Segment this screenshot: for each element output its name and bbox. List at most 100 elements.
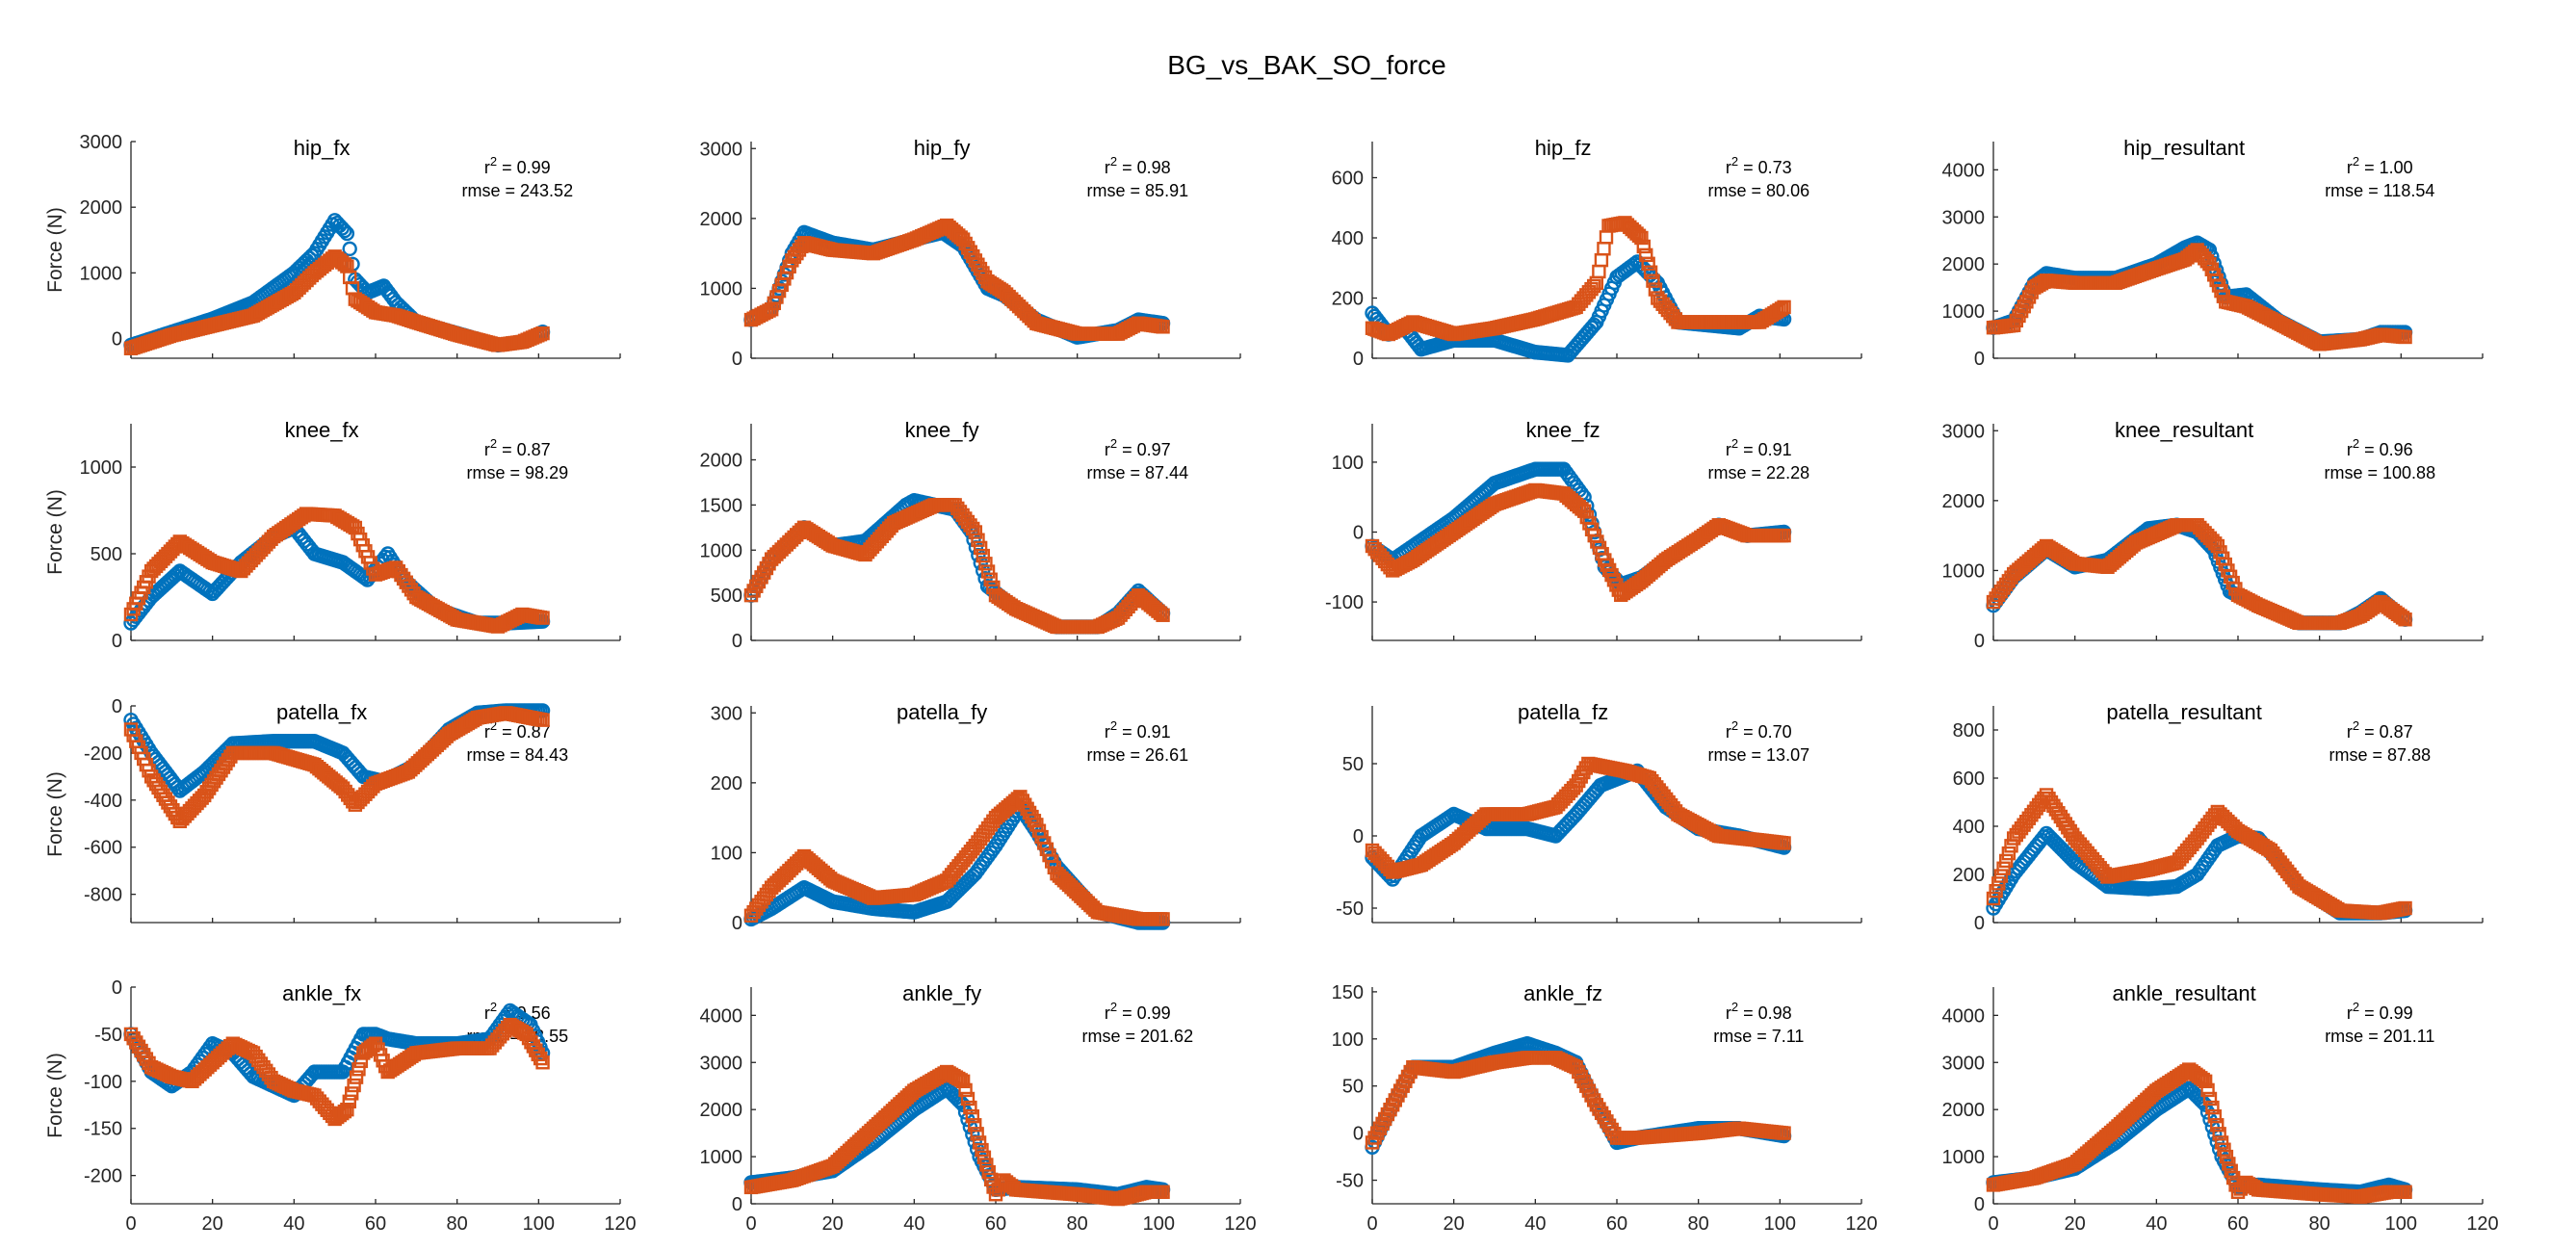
y-tick-label: 800 — [1953, 720, 1985, 742]
y-tick-label: 0 — [1353, 826, 1364, 847]
y-tick-label: 3000 — [1942, 421, 1986, 442]
figure-title: BG_vs_BAK_SO_force — [1167, 50, 1445, 80]
y-tick-label: -100 — [1325, 592, 1364, 613]
x-tick-label: 0 — [745, 1213, 756, 1235]
y-tick-label: -150 — [84, 1119, 122, 1140]
r-squared-annotation: r2 = 0.91 — [1105, 718, 1171, 742]
y-tick-label: 500 — [711, 586, 742, 607]
data-point — [1597, 242, 1611, 256]
x-tick-label: 40 — [903, 1213, 924, 1235]
r-squared-annotation: r2 = 0.96 — [2347, 436, 2413, 459]
r-squared-value: 0.70 — [1758, 722, 1792, 742]
r-squared-annotation: r2 = 0.87 — [484, 436, 551, 459]
data-point — [1636, 239, 1652, 254]
y-tick-label: 0 — [732, 349, 742, 370]
y-tick-label: 50 — [1342, 754, 1364, 775]
data-point — [1592, 264, 1606, 279]
r-squared-annotation: r2 = 0.97 — [1105, 436, 1171, 459]
r-squared-annotation: r2 = 0.91 — [1726, 436, 1792, 459]
y-tick-label: 200 — [1953, 865, 1985, 886]
x-tick-label: 120 — [1224, 1213, 1256, 1235]
series-square — [1365, 482, 1791, 603]
y-tick-label: 0 — [1353, 349, 1364, 370]
data-point — [1586, 278, 1601, 294]
data-point — [1599, 230, 1614, 245]
rmse-annotation: rmse = 201.62 — [1082, 1027, 1194, 1046]
rmse-annotation: rmse = 80.06 — [1708, 181, 1810, 200]
y-tick-label: 0 — [112, 977, 122, 999]
y-tick-label: 2000 — [1942, 254, 1986, 275]
subplot-title: hip_fy — [914, 136, 971, 160]
series-square — [1365, 216, 1791, 342]
data-point — [1156, 320, 1170, 334]
y-axis-label: Force (N) — [44, 1053, 66, 1138]
data-point — [1594, 252, 1609, 268]
subplot-title: hip_fz — [1535, 136, 1592, 160]
rmse-annotation: rmse = 243.52 — [462, 181, 574, 200]
x-tick-label: 80 — [1067, 1213, 1088, 1235]
data-point — [1639, 247, 1653, 263]
series-square — [123, 249, 550, 355]
series-square — [743, 218, 1170, 341]
data-point — [2398, 329, 2412, 345]
y-tick-label: 3000 — [80, 132, 123, 153]
r-squared-value: 0.98 — [1137, 158, 1171, 177]
y-tick-label: 3000 — [700, 139, 743, 160]
y-tick-label: 0 — [732, 1194, 742, 1215]
x-tick-label: 60 — [985, 1213, 1006, 1235]
rmse-annotation: rmse = 22.28 — [1708, 463, 1810, 482]
subplot-ankle-fy: 0 20 40 60 80 100 12001000200030004000ankle_fy… — [700, 981, 1257, 1235]
y-tick-label: 2000 — [700, 209, 743, 230]
data-point — [342, 241, 357, 257]
r-squared-value: 0.97 — [1137, 440, 1171, 459]
y-axis-label: Force (N) — [44, 207, 66, 293]
series-square — [743, 1064, 1170, 1207]
x-tick-label: 20 — [202, 1213, 223, 1235]
y-tick-label: 600 — [1953, 768, 1985, 790]
y-tick-label: 200 — [1332, 289, 1364, 310]
y-tick-label: 1000 — [80, 457, 123, 479]
y-tick-label: 400 — [1332, 228, 1364, 249]
x-tick-label: 120 — [604, 1213, 636, 1235]
y-tick-label: 4000 — [700, 1005, 743, 1027]
y-tick-label: 2000 — [700, 1100, 743, 1121]
y-tick-label: 0 — [732, 913, 742, 934]
subplot-title: patella_resultant — [2106, 700, 2261, 724]
y-tick-label: 0 — [1353, 523, 1364, 544]
x-tick-label: 100 — [1143, 1213, 1175, 1235]
y-tick-label: 0 — [112, 696, 122, 717]
x-tick-label: 40 — [283, 1213, 304, 1235]
y-tick-label: -50 — [94, 1025, 122, 1046]
data-point — [1646, 273, 1660, 288]
y-tick-label: 4000 — [1942, 160, 1986, 181]
r-squared-annotation: r2 = 0.98 — [1105, 154, 1171, 177]
r-squared-value: 0.91 — [1137, 722, 1171, 742]
r-squared-annotation: r2 = 0.70 — [1726, 718, 1792, 742]
y-tick-label: -600 — [84, 838, 122, 859]
subplot-title: knee_fx — [285, 418, 359, 442]
y-tick-label: 300 — [711, 703, 742, 724]
r-squared-annotation: r2 = 0.99 — [484, 154, 551, 177]
y-tick-label: 3000 — [1942, 207, 1986, 228]
data-point — [1774, 301, 1789, 316]
series-square — [123, 507, 550, 634]
y-tick-label: 600 — [1332, 169, 1364, 190]
y-axis-label: Force (N) — [44, 771, 66, 857]
data-point — [337, 257, 352, 272]
r-squared-value: 0.87 — [2380, 722, 2413, 742]
subplot-title: knee_fz — [1526, 418, 1600, 442]
y-tick-label: 1000 — [80, 263, 123, 284]
y-tick-label: -50 — [1336, 898, 1364, 920]
r-squared-value: 0.91 — [1758, 440, 1792, 459]
rmse-annotation: rmse = 26.61 — [1087, 745, 1189, 765]
y-tick-label: 0 — [1974, 631, 1985, 652]
